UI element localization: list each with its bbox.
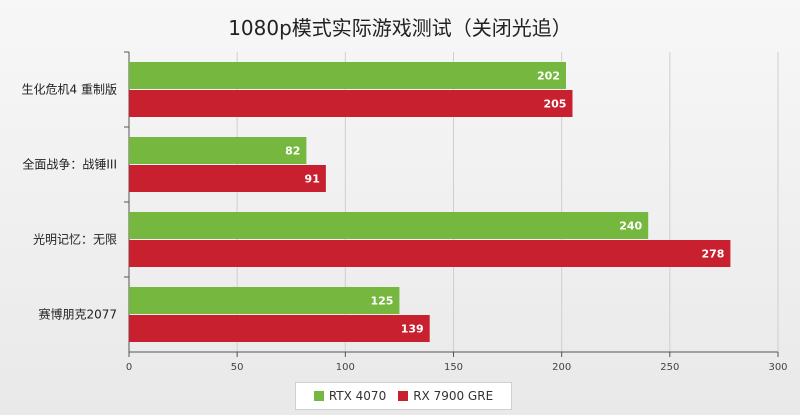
data-label-1-1: 91 — [305, 173, 320, 186]
bar-1-0 — [129, 90, 573, 117]
data-label-1-0: 205 — [544, 98, 567, 111]
data-label-0-3: 125 — [370, 295, 393, 308]
data-label-0-2: 240 — [619, 220, 642, 233]
legend-swatch-rtx4070 — [313, 391, 324, 401]
bar-1-3 — [129, 315, 430, 342]
data-label-0-0: 202 — [537, 70, 560, 83]
category-label-1: 全面战争：战锤III — [22, 157, 117, 172]
category-label-2: 光明记忆：无限 — [33, 233, 117, 247]
bar-0-2 — [129, 212, 649, 239]
bar-1-2 — [129, 240, 731, 267]
category-label-3: 赛博朋克2077 — [38, 307, 117, 322]
tick-label-x-250: 250 — [660, 362, 679, 373]
tick-label-x-200: 200 — [552, 362, 571, 373]
tick-label-x-300: 300 — [768, 362, 787, 373]
chart-title: 1080p模式实际游戏测试（关闭光追） — [228, 16, 572, 40]
legend-label-rx7900gre: RX 7900 GRE — [413, 389, 494, 403]
bar-1-1 — [129, 165, 326, 192]
bar-0-1 — [129, 137, 307, 164]
bar-0-3 — [129, 287, 400, 314]
data-label-1-3: 139 — [401, 323, 424, 336]
bar-0-0 — [129, 62, 566, 89]
tick-label-x-150: 150 — [444, 362, 463, 373]
legend-item-rx7900gre: RX 7900 GRE — [398, 389, 493, 403]
tick-label-x-100: 100 — [336, 362, 355, 373]
legend-item-rtx4070: RTX 4070 — [313, 389, 387, 403]
data-label-0-1: 82 — [285, 145, 300, 158]
tick-label-x-50: 50 — [231, 362, 244, 373]
data-label-1-2: 278 — [701, 248, 724, 261]
legend: RTX 4070 RX 7900 GRE — [295, 382, 512, 410]
category-label-0: 生化危机4 重制版 — [22, 83, 117, 97]
legend-swatch-rx7900gre — [398, 391, 409, 401]
legend-label-rtx4070: RTX 4070 — [328, 389, 387, 403]
tick-label-x-0: 0 — [126, 362, 132, 373]
